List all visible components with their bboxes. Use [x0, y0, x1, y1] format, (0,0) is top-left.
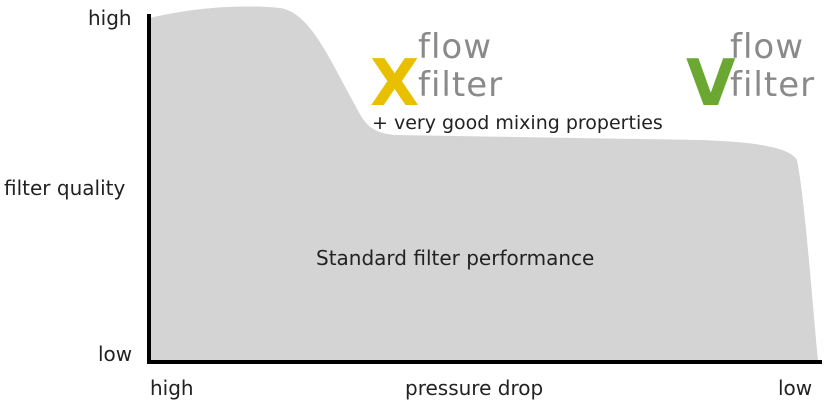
area-label: Standard filter performance	[316, 246, 595, 270]
y-axis-high: high	[88, 6, 132, 30]
x-axis-label: pressure drop	[405, 376, 544, 400]
performance-area	[150, 6, 818, 360]
y-axis-low: low	[98, 342, 133, 366]
mixing-annotation: + very good mixing properties	[372, 112, 663, 134]
x-axis-high: high	[150, 376, 194, 400]
x-axis-low: low	[778, 376, 813, 400]
y-axis-label: filter quality	[4, 176, 126, 200]
